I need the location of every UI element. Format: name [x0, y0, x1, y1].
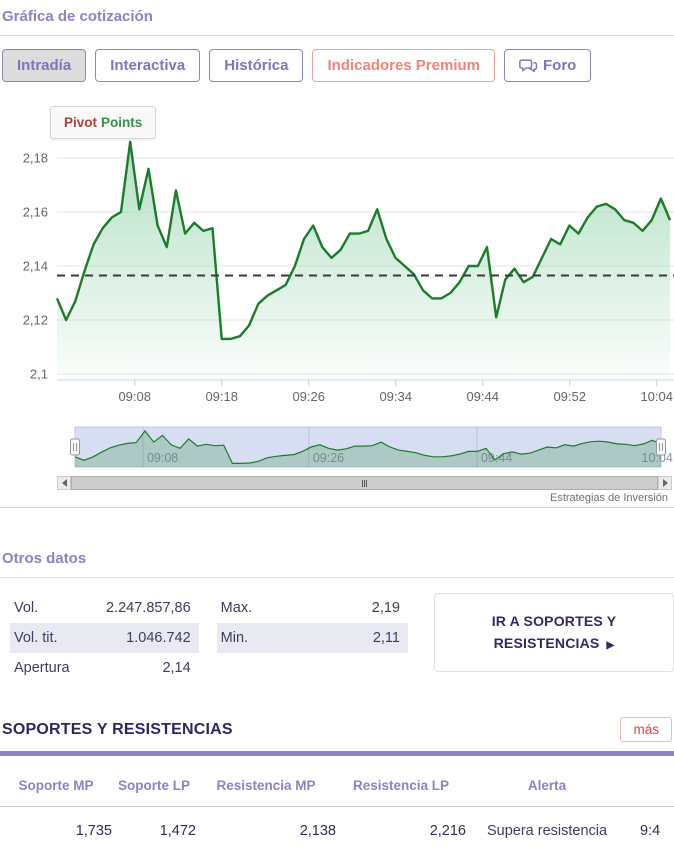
navigator-area-fill	[75, 431, 661, 467]
datos-label: Min.	[220, 630, 249, 646]
datos-row-apertura: Apertura 2,14	[10, 653, 199, 683]
y-axis-label: 2,16	[23, 205, 48, 220]
y-axis-label: 2,12	[23, 313, 48, 328]
scrollbar-right-arrow[interactable]	[658, 476, 672, 490]
datos-value: 1.046.742	[126, 630, 191, 646]
datos-label: Vol.	[14, 600, 39, 616]
datos-label: Vol. tit.	[14, 630, 58, 646]
x-axis-label: 10:04	[640, 389, 673, 404]
navigator-right-handle[interactable]	[656, 438, 666, 456]
chart-tabs: Intradía Interactiva Histórica Indicador…	[0, 49, 674, 82]
datos-value: 2.247.857,86	[106, 600, 191, 616]
pivot-legend-part2: Points	[101, 115, 143, 130]
soportes-resistencias-section: SOPORTES Y RESISTENCIAS más Soporte MP S…	[0, 717, 674, 853]
page-title: Gráfica de cotización	[0, 8, 674, 36]
datos-label: Max.	[220, 600, 253, 616]
chart-credit: Estrategias de Inversión	[549, 492, 668, 504]
datos-value: 2,19	[371, 600, 400, 616]
tab-indicadores-premium[interactable]: Indicadores Premium	[312, 49, 495, 82]
navigator-left-handle[interactable]	[70, 438, 80, 456]
datos-row-vol-tit: Vol. tit. 1.046.742	[10, 623, 199, 653]
column-header-resistencia-mp: Resistencia MP	[216, 778, 316, 793]
column-header-blank	[628, 768, 674, 806]
tab-intradia[interactable]: Intradía	[2, 49, 87, 82]
chart-area-fill	[57, 141, 670, 380]
datos-label: Apertura	[14, 660, 70, 676]
pivot-legend-part1: Pivot	[64, 115, 98, 130]
tab-interactiva[interactable]: Interactiva	[95, 49, 201, 82]
purple-divider-bar	[0, 751, 674, 756]
go-to-supports-resistances-button[interactable]: IR A SOPORTES Y RESISTENCIAS ▶	[434, 593, 674, 673]
otros-datos-right-column: Max. 2,19 Min. 2,11	[216, 593, 408, 653]
tab-intradia-label: Intradía	[17, 57, 72, 74]
more-button[interactable]: más	[620, 717, 672, 742]
y-axis-label: 2,14	[23, 259, 48, 274]
right-arrow-icon	[662, 479, 668, 487]
x-axis-label: 09:08	[118, 389, 151, 404]
chat-bubbles-icon	[519, 58, 538, 74]
tab-indicadores-premium-label: Indicadores Premium	[327, 57, 480, 74]
scrollbar-left-arrow[interactable]	[57, 476, 71, 490]
x-axis-label: 09:34	[379, 389, 412, 404]
chevron-right-icon: ▶	[606, 639, 615, 651]
x-axis-label: 09:44	[466, 389, 499, 404]
datos-value: 2,11	[372, 630, 400, 646]
column-header-soporte-mp: Soporte MP	[18, 778, 94, 793]
navigator-line	[74, 430, 662, 464]
column-header-soporte-lp: Soporte LP	[117, 778, 190, 793]
left-arrow-icon	[61, 479, 67, 487]
tab-historica-label: Histórica	[224, 57, 289, 74]
tab-interactiva-label: Interactiva	[110, 57, 186, 74]
tab-foro-label: Foro	[543, 57, 577, 74]
chart-navigator: 09:08 09:26 09:44 10:04 Estrategias de Inve…	[0, 426, 674, 508]
otros-datos-section: Otros datos Vol. 2.247.857,86 Vol. tit. …	[0, 550, 674, 683]
price-chart: Pivot Points 2,18 2,16 2,14 2,12 2,1 09:08 09:1…	[0, 94, 674, 424]
datos-row-min: Min. 2,11	[216, 623, 408, 653]
datos-row-max: Max. 2,19	[217, 593, 408, 623]
tab-historica[interactable]: Histórica	[209, 49, 304, 82]
x-axis-label: 09:52	[553, 389, 586, 404]
chart-scrollbar	[57, 476, 672, 490]
chart-line	[55, 140, 672, 341]
datos-row-vol: Vol. 2.247.857,86	[10, 593, 199, 623]
x-axis-label: 09:26	[292, 389, 325, 404]
otros-datos-title: Otros datos	[0, 550, 674, 578]
datos-value: 2,14	[162, 660, 191, 676]
y-axis-label: 2,18	[23, 151, 48, 166]
otros-datos-left-column: Vol. 2.247.857,86 Vol. tit. 1.046.742 Ap…	[10, 593, 199, 683]
navigator-time-label: 09:08	[147, 451, 178, 465]
price-chart-svg[interactable]: 2,18 2,16 2,14 2,12 2,1 09:08 09:18 09:26 09:34 0…	[0, 94, 674, 424]
chart-bottom-divider	[0, 507, 674, 508]
navigator-svg[interactable]: 09:08 09:26 09:44 10:04	[0, 426, 674, 470]
column-header-alerta: Alerta	[527, 778, 567, 793]
column-header-resistencia-lp: Resistencia LP	[352, 778, 450, 793]
x-axis-label: 09:18	[205, 389, 238, 404]
navigator-time-label: 09:26	[313, 451, 344, 465]
navigator-mask[interactable]	[74, 426, 662, 468]
soportes-resistencias-title: SOPORTES Y RESISTENCIAS	[2, 720, 233, 738]
pivot-points-legend-button[interactable]: Pivot Points	[50, 106, 157, 139]
goto-button-label: IR A SOPORTES Y RESISTENCIAS	[491, 613, 617, 651]
sr-table-header: Soporte MP Soporte LP Resistencia MP Res…	[0, 768, 674, 807]
scrollbar-thumb[interactable]	[71, 476, 658, 490]
goto-button-area: IR A SOPORTES Y RESISTENCIAS ▶	[408, 593, 674, 673]
y-axis-label: 2,1	[30, 367, 48, 382]
tab-foro[interactable]: Foro	[504, 49, 592, 82]
